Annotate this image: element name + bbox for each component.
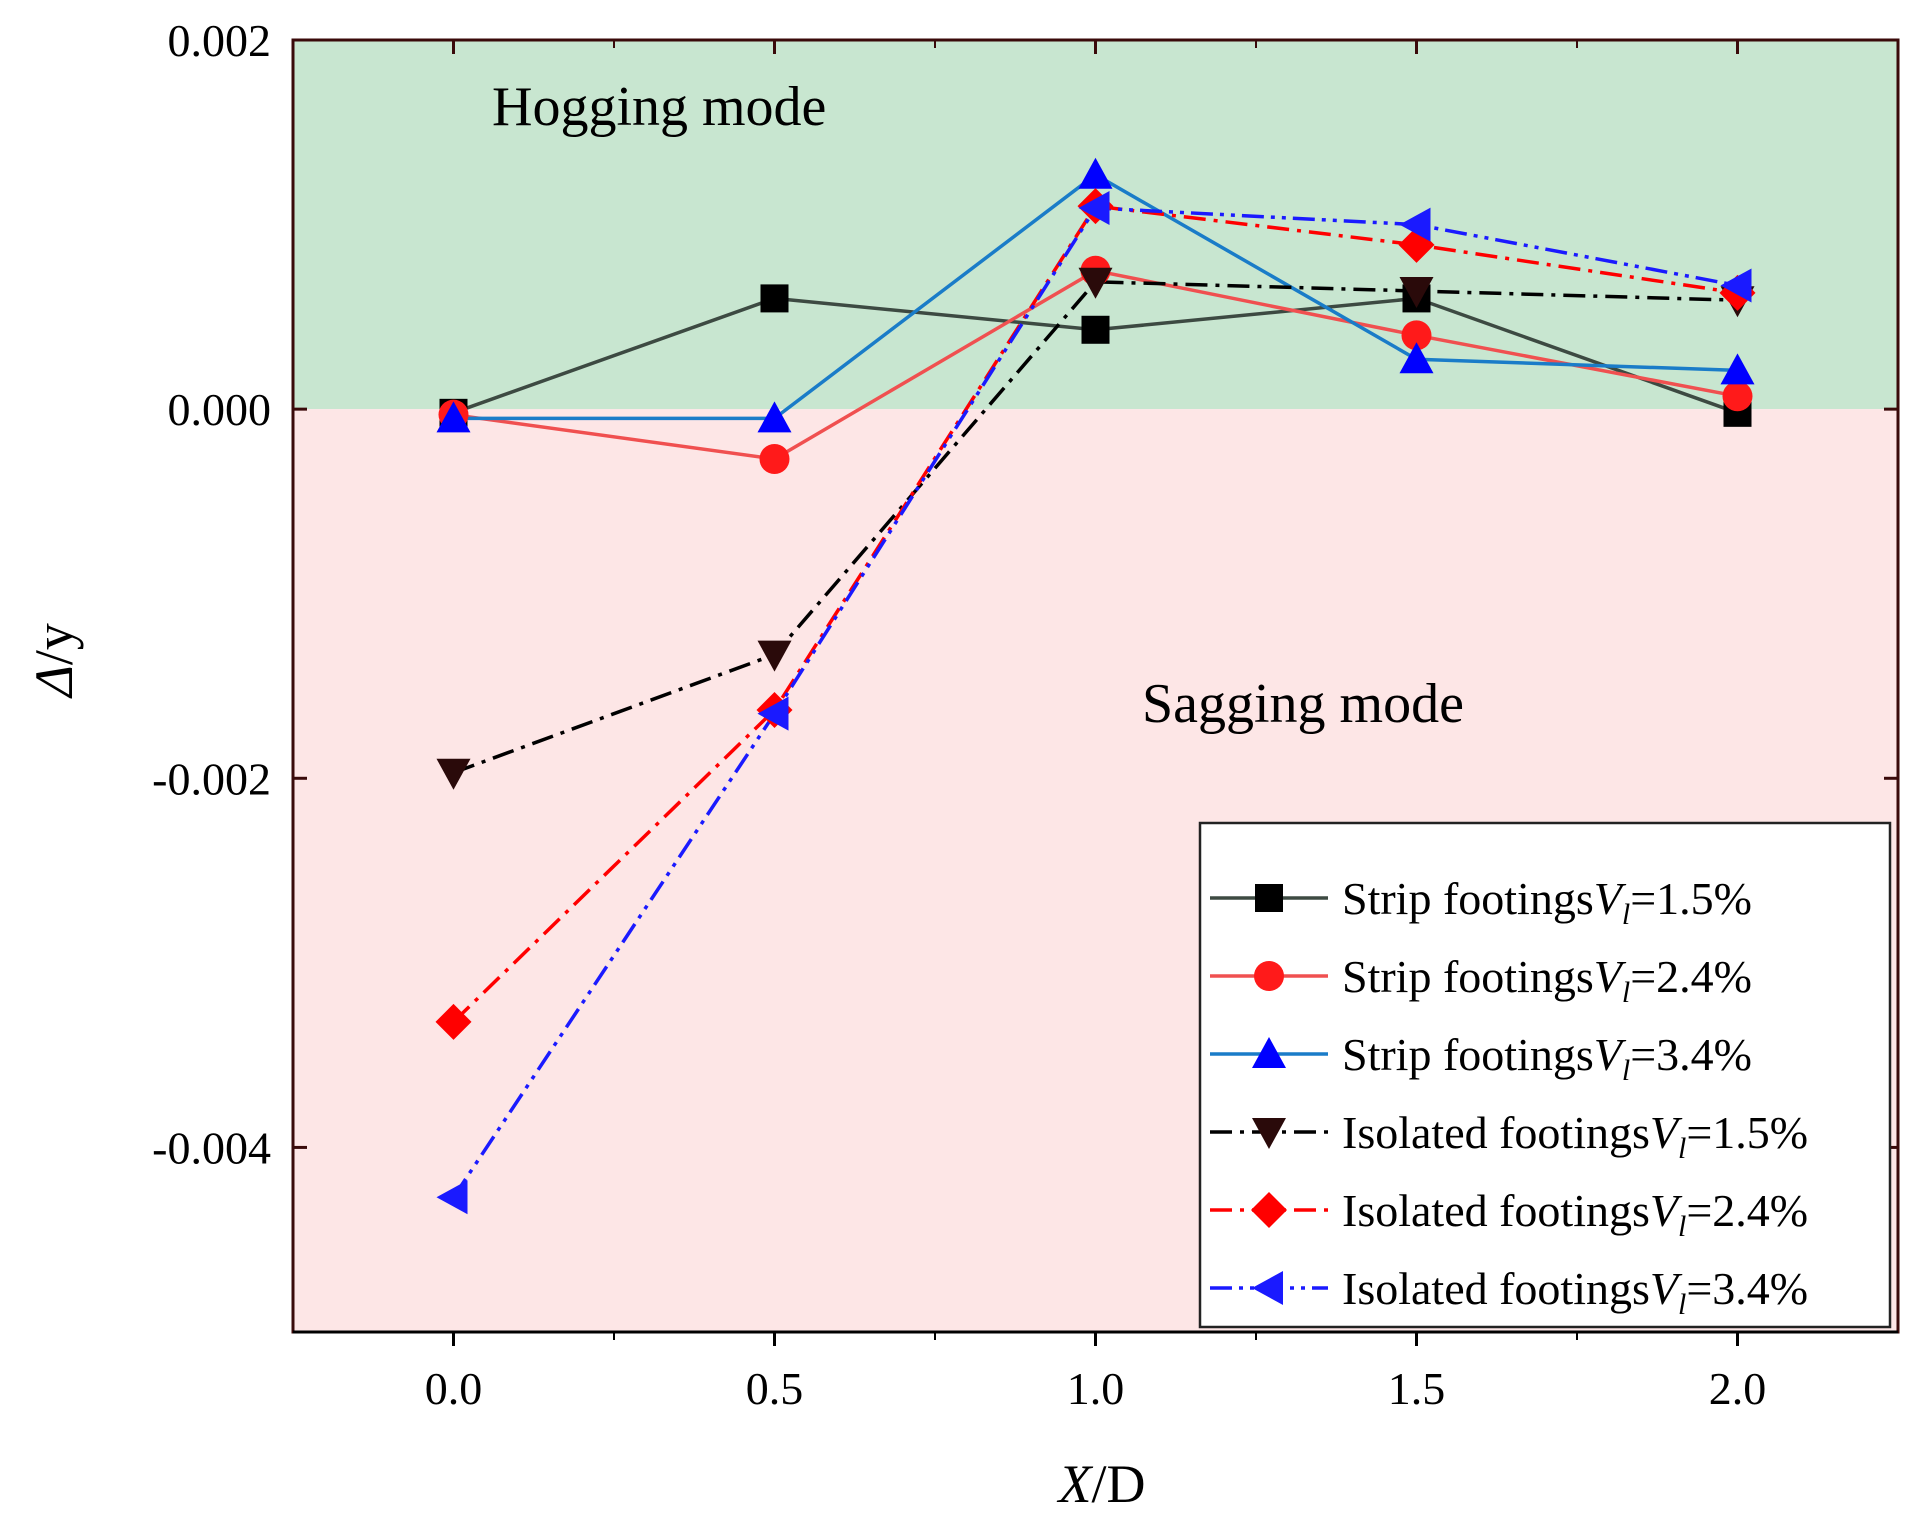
- series-5-point: [435, 1003, 472, 1040]
- series-4-point: [1399, 277, 1434, 309]
- legend: Strip footingsVl=1.5% Strip footingsVl=2.…: [1198, 821, 1892, 1329]
- sagging-mode-label: Sagging mode: [1142, 673, 1464, 735]
- legend-label-3: Strip footingsVl=3.4%: [1342, 1029, 1752, 1087]
- x-tick-label: 1.0: [1067, 1363, 1125, 1414]
- y-tick-label: 0.000: [168, 384, 272, 435]
- x-axis-title: X/D: [1057, 1454, 1146, 1514]
- hogging-mode-label: Hogging mode: [492, 76, 826, 138]
- legend-label-5: Isolated footingsVl=2.4%: [1342, 1185, 1808, 1243]
- y-tick-label: -0.004: [152, 1122, 271, 1173]
- legend-marker-3: [1252, 1037, 1286, 1068]
- series-6-point: [1078, 190, 1110, 225]
- series-6-point: [436, 1180, 468, 1215]
- y-tick-label: -0.002: [152, 753, 271, 804]
- y-axis-title: Δ/y: [24, 623, 84, 699]
- series-2-point: [1722, 381, 1753, 412]
- series-1-point: [1081, 315, 1110, 344]
- x-tick-label: 2.0: [1709, 1363, 1767, 1414]
- plot-frame: [291, 38, 1900, 1334]
- y-tick-label: 0.002: [168, 15, 272, 66]
- legend-marker-5: [1251, 1192, 1287, 1228]
- legend-marker-1: [1255, 884, 1283, 912]
- legend-label-2: Strip footingsVl=2.4%: [1342, 951, 1752, 1009]
- series-3-point: [1078, 157, 1113, 189]
- series-1-point: [760, 284, 789, 313]
- series-3-point: [1720, 353, 1755, 385]
- legend-marker-2: [1254, 961, 1284, 991]
- x-tick-label: 0.5: [746, 1363, 804, 1414]
- series-line-4: [452, 280, 1738, 775]
- legend-label-6: Isolated footingsVl=3.4%: [1342, 1263, 1808, 1321]
- series-6-point: [1720, 268, 1752, 303]
- series-2-point: [1401, 320, 1432, 351]
- series-3-point: [436, 401, 471, 433]
- legend-marker-6: [1252, 1271, 1283, 1305]
- y-tick-labels: 0.002 0.000 -0.002 -0.004: [152, 15, 271, 1173]
- legend-marker-4: [1252, 1118, 1286, 1149]
- series-4-point: [436, 758, 471, 790]
- series-4-point: [1078, 267, 1113, 299]
- series-4-point: [757, 640, 792, 672]
- series-3-point: [757, 401, 792, 433]
- series-3-point: [1399, 342, 1434, 374]
- x-tick-label: 1.5: [1388, 1363, 1446, 1414]
- legend-label-4: Isolated footingsVl=1.5%: [1342, 1107, 1808, 1165]
- legend-box: [1198, 821, 1892, 1329]
- hogging-region: [293, 40, 1898, 410]
- series-line-5: [452, 204, 1738, 1024]
- series-6-point: [1399, 207, 1431, 242]
- series-6-point: [757, 696, 789, 731]
- series-2-point: [759, 443, 790, 474]
- series-markers: [435, 157, 1756, 1215]
- x-tick-label: 0.0: [425, 1363, 483, 1414]
- legend-label-1: Strip footingsVl=1.5%: [1342, 873, 1752, 931]
- x-tick-labels: 0.0 0.5 1.0 1.5 2.0: [425, 1363, 1767, 1414]
